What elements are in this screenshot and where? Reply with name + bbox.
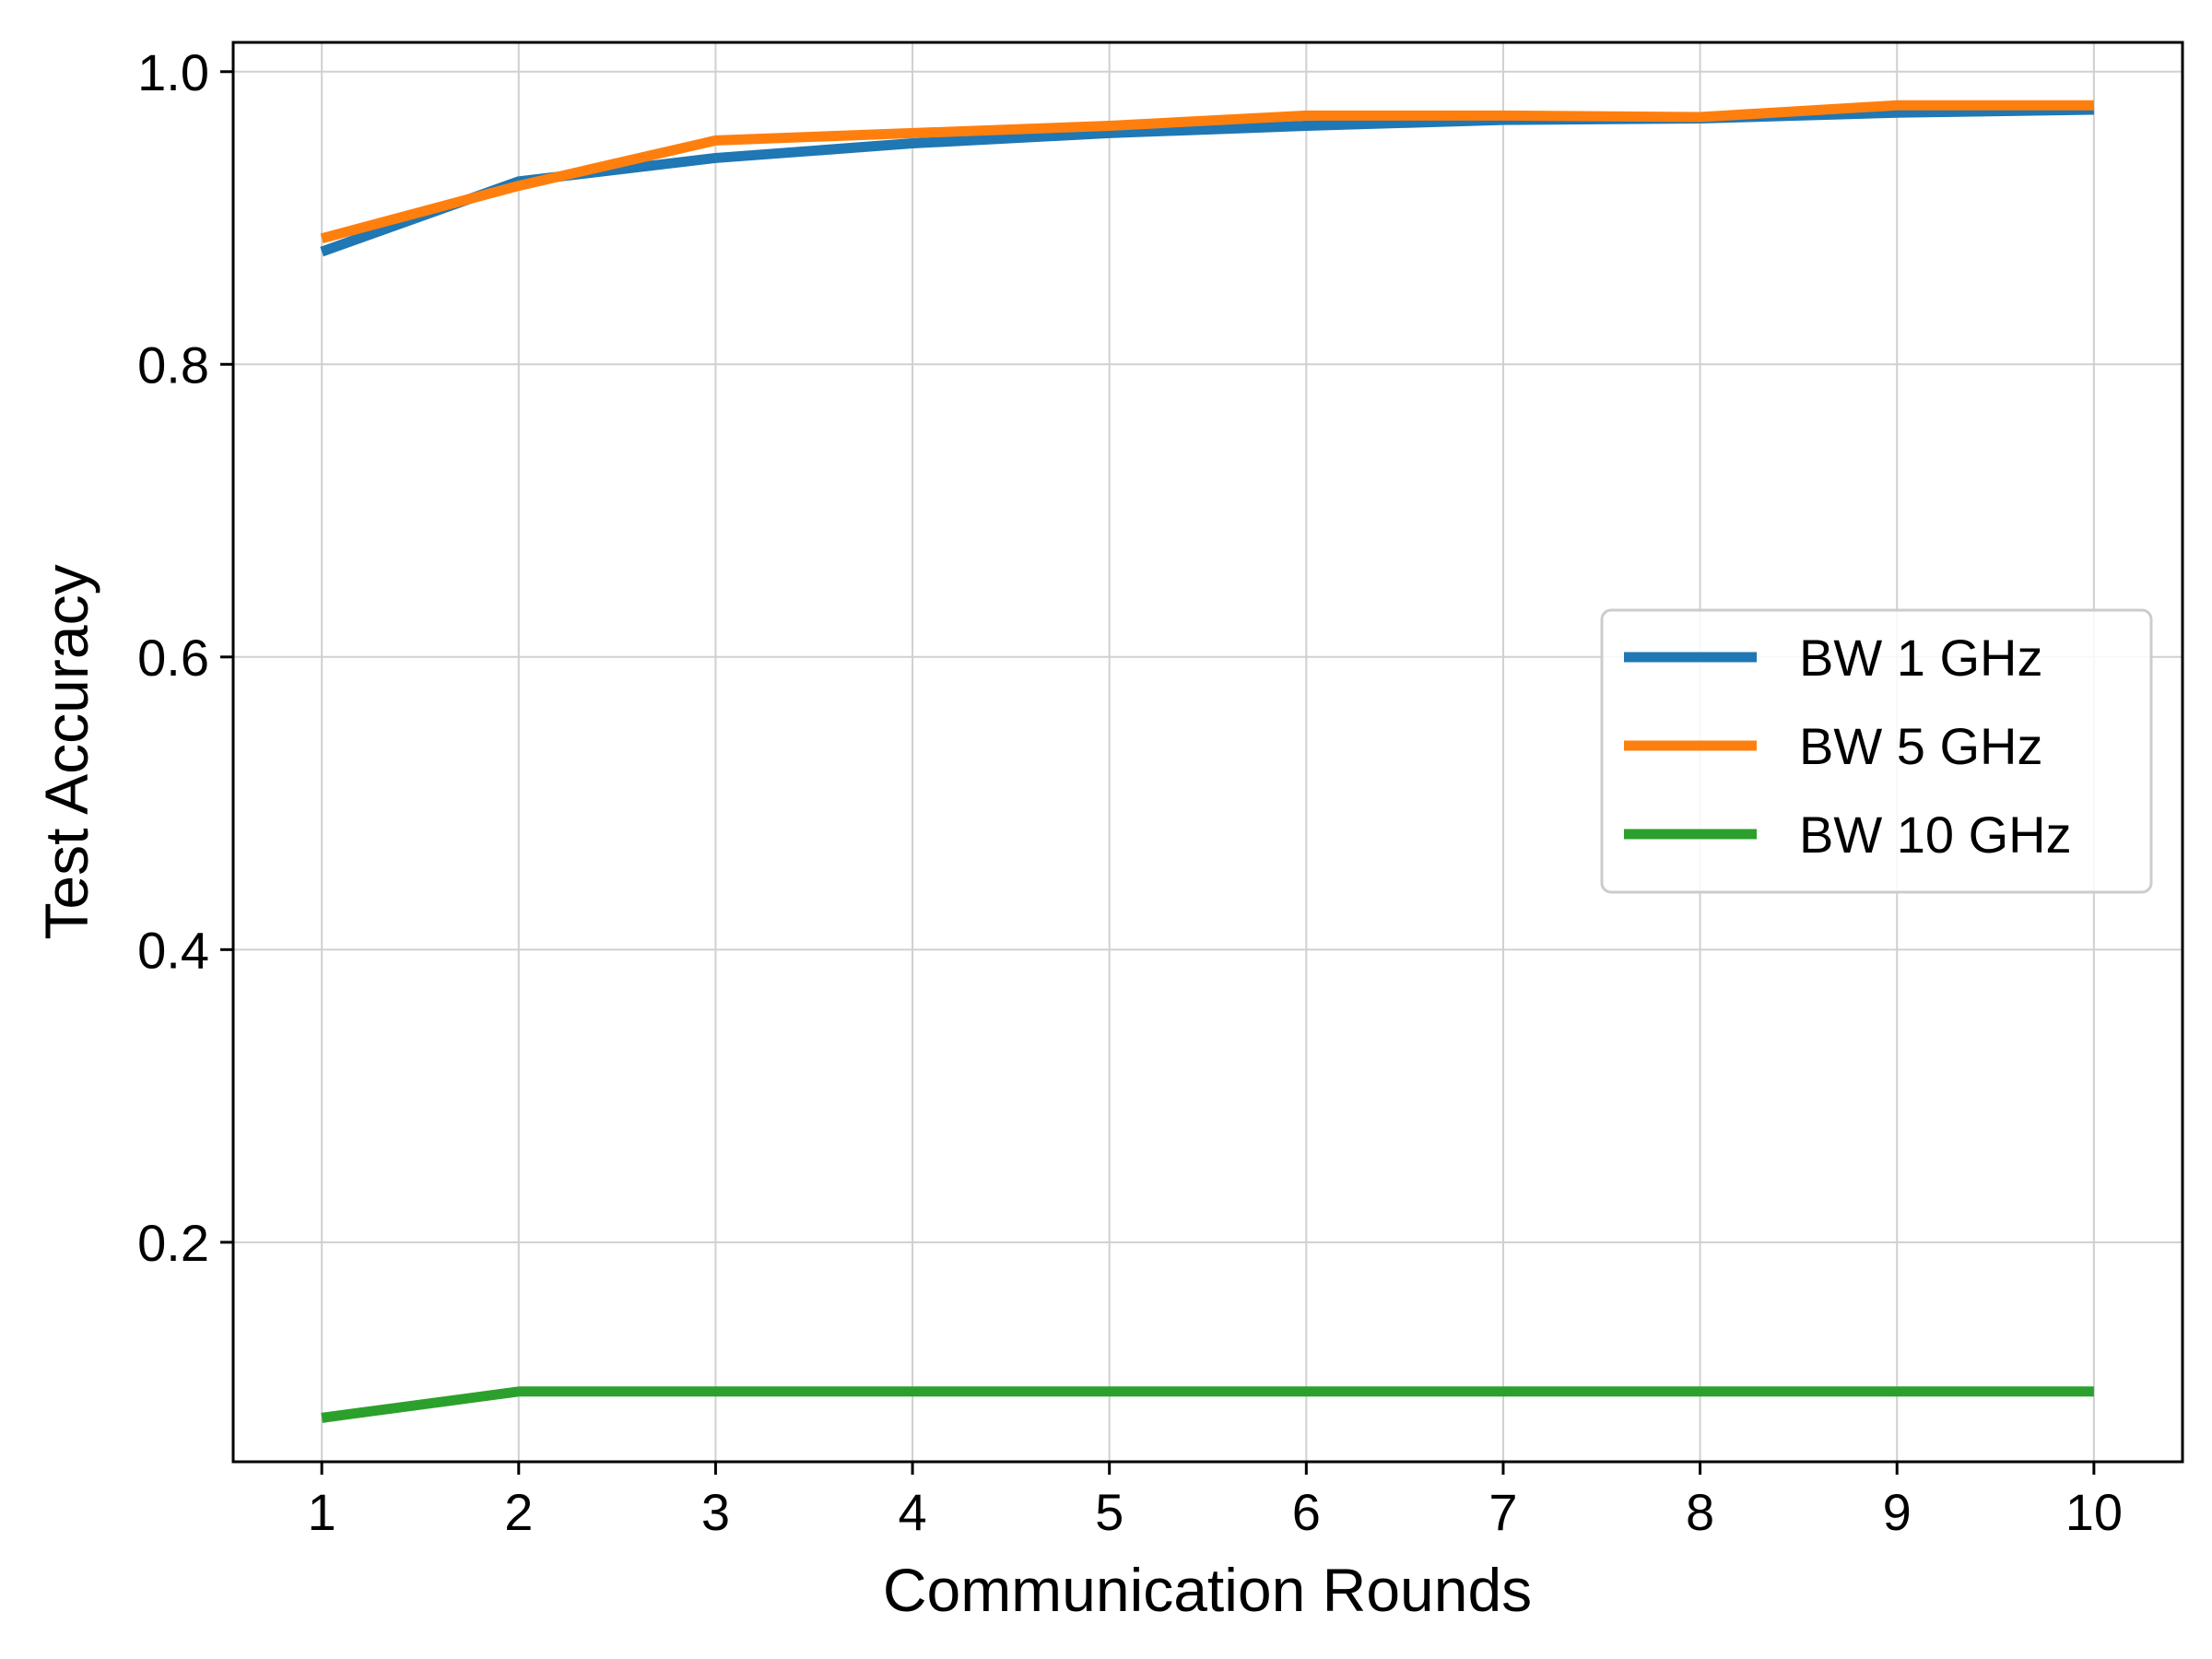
x-tick-label: 5: [1095, 1483, 1124, 1541]
x-axis-label: Communication Rounds: [883, 1556, 1532, 1624]
legend-box: [1600, 608, 2153, 894]
y-tick-label: 0.4: [137, 921, 209, 979]
x-tick-label: 10: [2065, 1483, 2123, 1541]
y-tick-label: 1.0: [137, 43, 209, 101]
x-tick-label: 4: [898, 1483, 926, 1541]
legend-label: BW 5 GHz: [1799, 717, 2042, 775]
y-tick-label: 0.2: [137, 1214, 209, 1272]
y-axis-label: Test Accuracy: [32, 564, 100, 939]
x-tick-label: 1: [308, 1483, 336, 1541]
x-tick-label: 6: [1292, 1483, 1321, 1541]
x-tick-label: 7: [1488, 1483, 1517, 1541]
x-tick-label: 3: [701, 1483, 730, 1541]
x-tick-label: 9: [1883, 1483, 1912, 1541]
series-lines: [320, 100, 2094, 1423]
y-axis-ticks: 0.2 0.4 0.6 0.8 1.0: [137, 43, 233, 1272]
series-line-3: [321, 1386, 2094, 1423]
series-line-2: [320, 100, 2094, 244]
y-tick-label: 0.8: [137, 335, 209, 394]
legend-label: BW 1 GHz: [1799, 629, 2042, 687]
legend: BW 1 GHz BW 5 GHz BW 10 GHz: [1600, 608, 2153, 894]
y-tick-label: 0.6: [137, 629, 209, 687]
x-axis-ticks: 1 2 3 4 5 6 7 8 9 10: [308, 1462, 2123, 1541]
plot-frame: [231, 41, 2184, 1464]
x-tick-label: 8: [1686, 1483, 1714, 1541]
x-tick-label: 2: [504, 1483, 533, 1541]
legend-label: BW 10 GHz: [1799, 806, 2072, 864]
